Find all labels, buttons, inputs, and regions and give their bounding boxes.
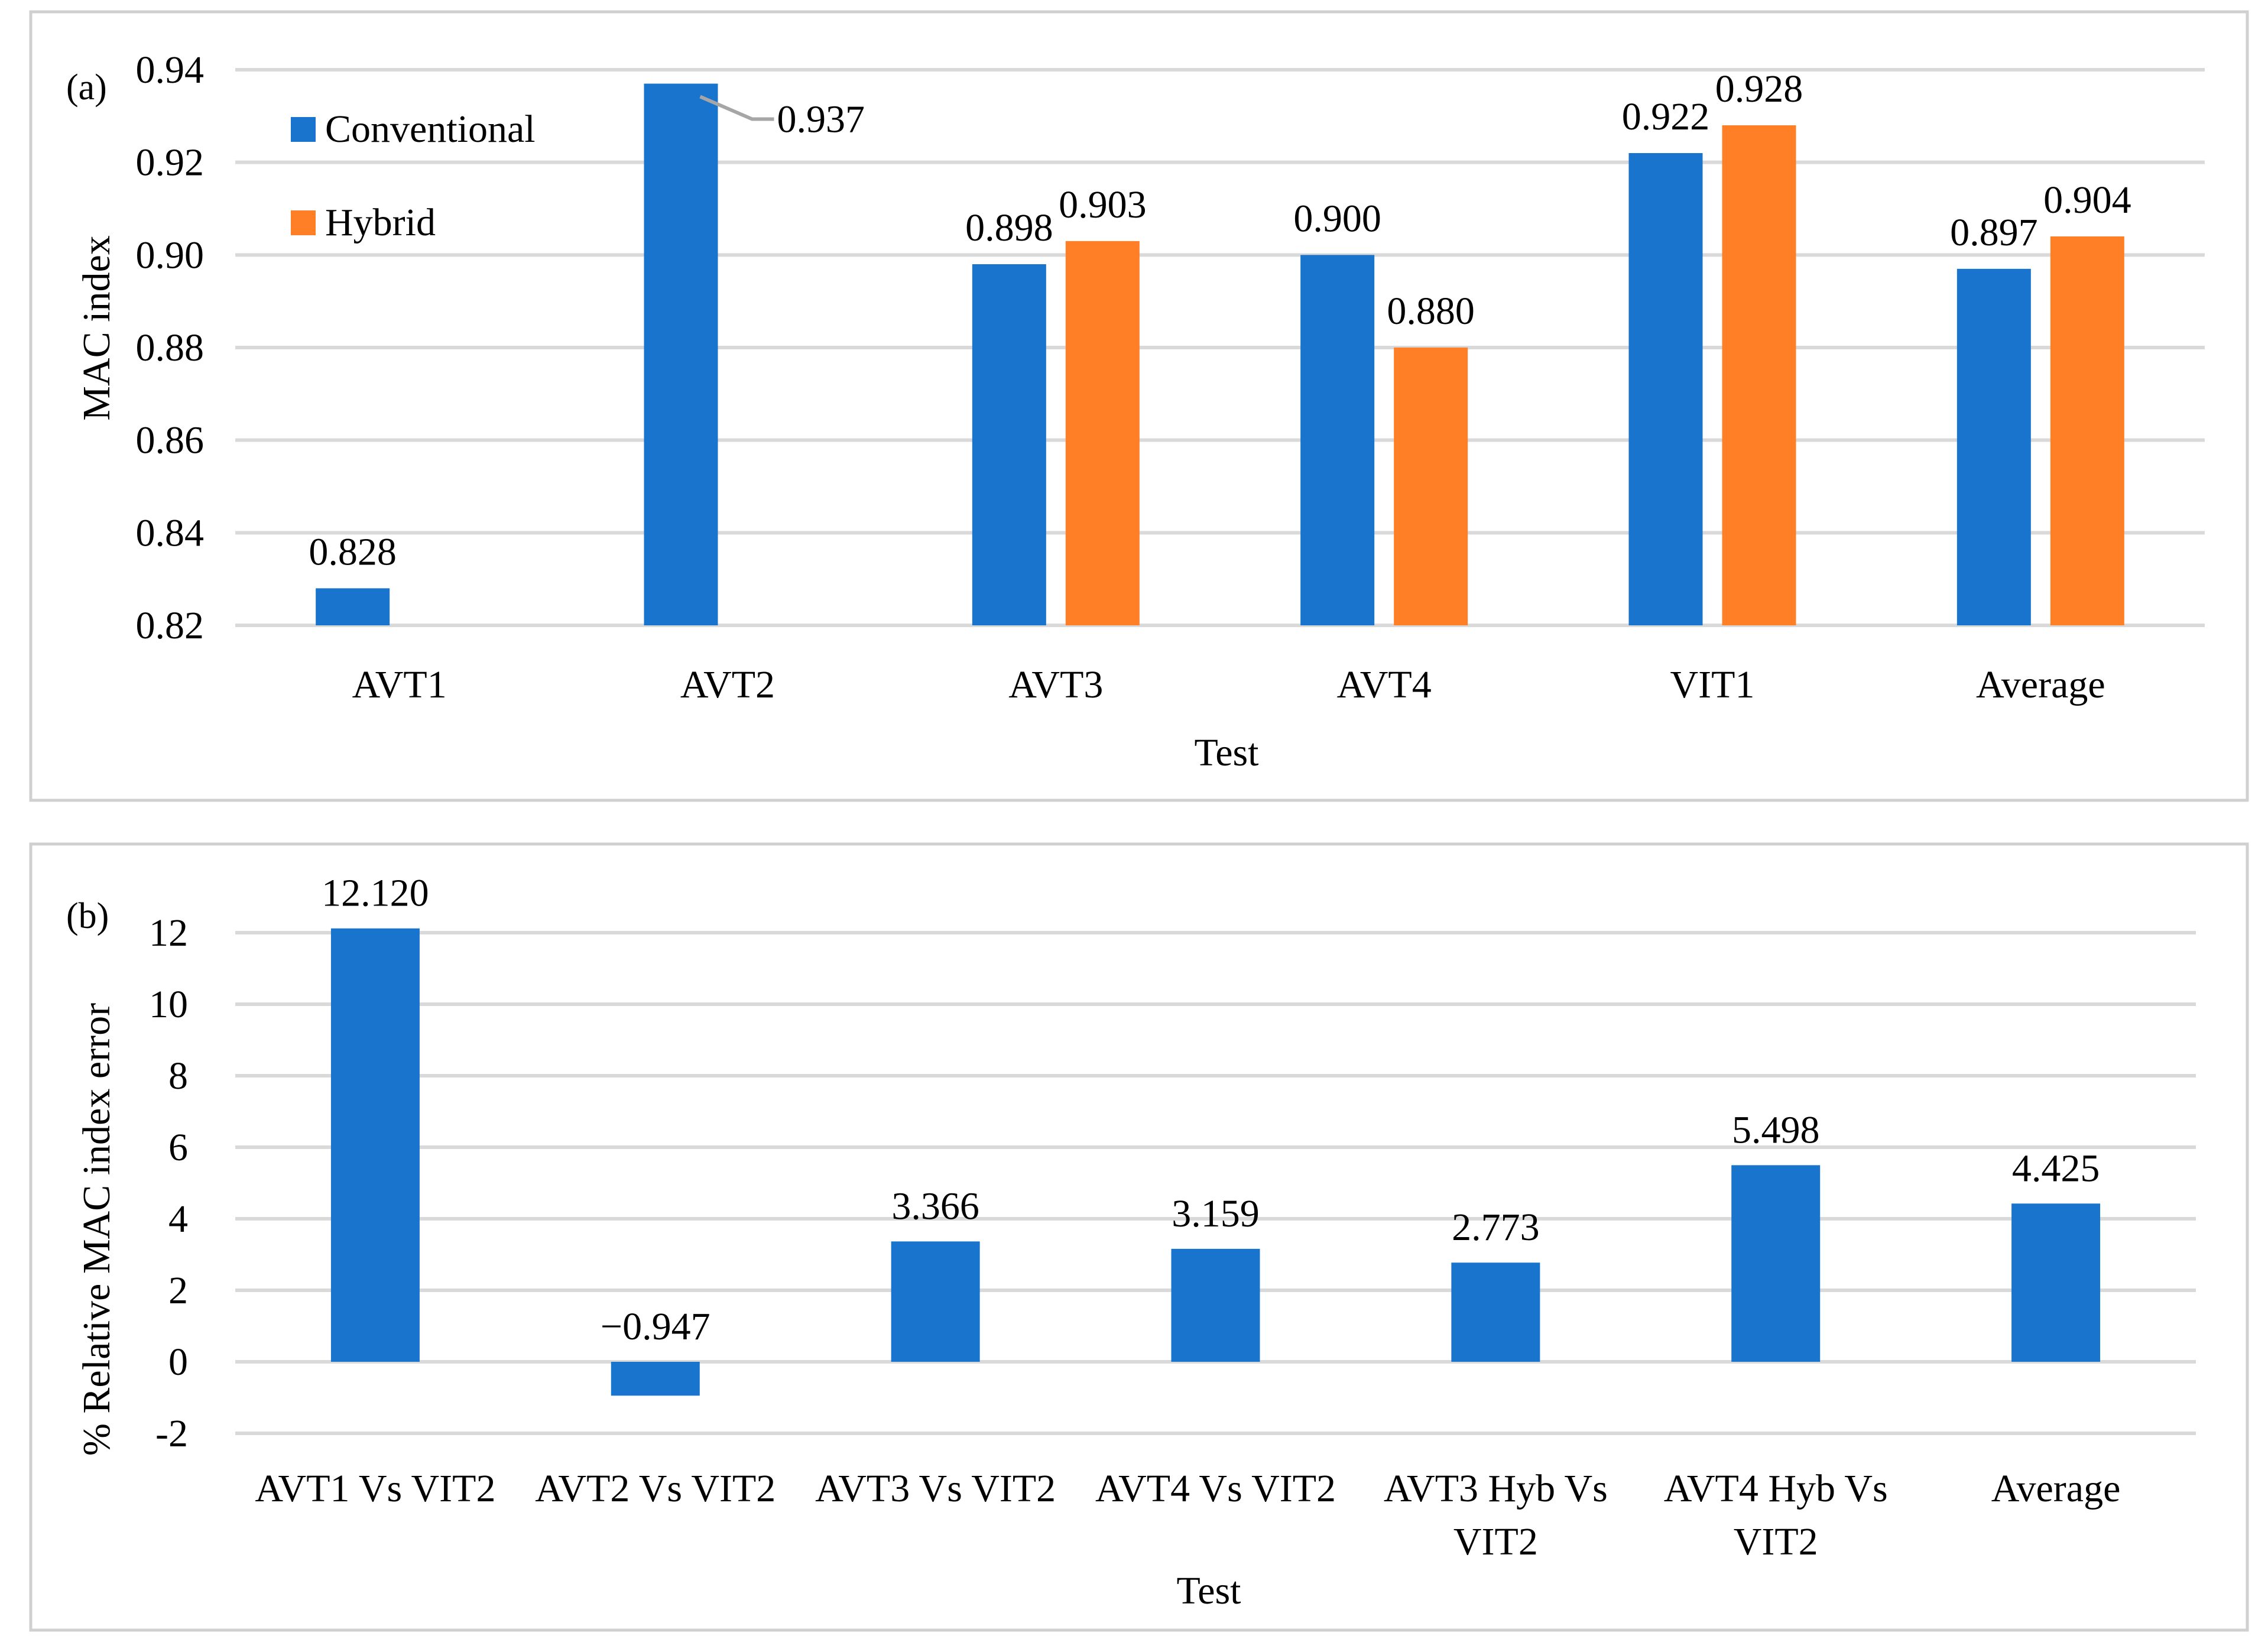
panel-a-y-tick-label: 0.88 — [136, 326, 205, 369]
panel-b-y-tick-label: 12 — [149, 911, 188, 955]
panel-b-y-tick-label: 6 — [168, 1126, 188, 1169]
panel-b-data-label: −0.947 — [601, 1305, 710, 1348]
panel-a-data-label: 0.898 — [965, 206, 1053, 249]
panel-b-tag: (b) — [66, 896, 109, 936]
panel-a-plot: 0.82 0.84 0.86 0.88 0.90 0.92 0.94 AVT1 0.828 AVT… — [136, 48, 2205, 706]
panel-a-y-tick-label: 0.92 — [136, 141, 205, 184]
panel-a-bar-conventional — [1956, 268, 2031, 625]
panel-b-x-tick-label: AVT4 Vs VIT2 — [1095, 1467, 1336, 1510]
panel-a-data-label: 0.880 — [1387, 290, 1475, 333]
panel-b-x-tick-label: VIT2 — [1453, 1520, 1538, 1563]
panel-a-leader-line — [699, 95, 774, 121]
panel-a-y-axis-title: MAC index — [75, 235, 118, 421]
panel-a-x-tick-label: AVT1 — [352, 663, 447, 706]
panel-b-y-tick-label: 4 — [168, 1197, 188, 1241]
panel-a-bar-conventional — [644, 83, 718, 625]
panel-a-x-tick-label: AVT4 — [1337, 663, 1432, 706]
panel-a-bar-hybrid — [1722, 125, 1796, 625]
legend-label-hybrid: Hybrid — [325, 201, 436, 244]
panel-a-data-label: 0.828 — [309, 530, 397, 573]
panel-b-data-label: 12.120 — [322, 872, 429, 915]
panel-b-data-label: 4.425 — [2012, 1147, 2100, 1190]
panel-a-data-label: 0.904 — [2043, 178, 2131, 222]
panel-a-data-label: 0.922 — [1622, 95, 1710, 138]
panel-b-data-label: 3.366 — [891, 1184, 979, 1228]
panel-b-x-tick-label: AVT3 Vs VIT2 — [815, 1467, 1056, 1510]
panel-b-bar — [2011, 1203, 2101, 1362]
panel-b-y-tick-label: 2 — [168, 1269, 188, 1312]
panel-a-legend: Conventional Hybrid — [291, 108, 536, 244]
panel-a-x-tick-label: VIT1 — [1670, 663, 1755, 706]
panel-b-y-tick-label: -2 — [155, 1412, 188, 1455]
panel-a-data-label: 0.897 — [1950, 211, 2038, 254]
panel-b-plot: -2 0 2 4 6 8 10 12 AVT1 Vs VIT2 12.120 AVT2 Vs VIT… — [149, 872, 2196, 1563]
panel-a-y-tick-label: 0.82 — [136, 604, 205, 647]
panel-b-x-tick-label: VIT2 — [1734, 1520, 1818, 1563]
panel-a-data-label: 0.928 — [1715, 67, 1803, 111]
legend-swatch-conventional — [291, 117, 316, 142]
panel-a-bar-conventional — [972, 264, 1046, 625]
panel-a-y-tick-label: 0.86 — [136, 419, 205, 462]
panel-a-bar-hybrid — [1394, 348, 1468, 625]
panel-b-data-label: 5.498 — [1732, 1108, 1820, 1151]
panel-a-y-tick-label: 0.84 — [136, 511, 205, 554]
panel-a-bar-conventional — [1300, 255, 1375, 625]
panel-a-y-tick-label: 0.94 — [136, 48, 205, 92]
panel-b-bar — [1731, 1165, 1821, 1362]
panel-a-bar-conventional — [316, 588, 390, 625]
panel-b-x-tick-label: AVT1 Vs VIT2 — [255, 1467, 495, 1510]
panel-b-x-tick-label: AVT2 Vs VIT2 — [535, 1467, 776, 1510]
panel-b-y-axis-title: % Relative MAC index error — [75, 1003, 118, 1456]
legend-swatch-hybrid — [291, 210, 316, 235]
panel-b-x-axis-title: Test — [1176, 1569, 1241, 1612]
panel-a-data-label: 0.937 — [777, 98, 865, 141]
panel-b-bar — [330, 928, 420, 1362]
panel-b-y-tick-label: 10 — [149, 983, 188, 1026]
panel-b-bar — [891, 1241, 980, 1362]
panel-b-bar — [611, 1362, 700, 1396]
panel-a-bar-hybrid — [2050, 236, 2124, 625]
panel-a-bar-hybrid — [1065, 241, 1140, 625]
panel-b-x-tick-label: AVT3 Hyb Vs — [1384, 1467, 1608, 1510]
legend-label-conventional: Conventional — [325, 108, 536, 151]
panel-a-bar-conventional — [1628, 153, 1703, 625]
panel-a-y-tick-label: 0.90 — [136, 233, 205, 277]
panel-b-data-label: 2.773 — [1452, 1206, 1540, 1249]
panel-a-data-label: 0.903 — [1059, 183, 1147, 226]
panel-b-y-tick-label: 0 — [168, 1341, 188, 1384]
panel-a-x-tick-label: Average — [1976, 663, 2105, 706]
panel-a-tag: (a) — [66, 67, 107, 108]
panel-a-x-tick-label: AVT3 — [1008, 663, 1103, 706]
panel-a-x-axis-title: Test — [1194, 731, 1258, 774]
panel-b-bar — [1171, 1248, 1260, 1362]
panel-a-data-label: 0.900 — [1293, 197, 1381, 240]
panel-b-data-label: 3.159 — [1172, 1192, 1260, 1235]
panel-b-bar — [1451, 1262, 1540, 1362]
panel-a-x-tick-label: AVT2 — [680, 663, 775, 706]
panel-b-x-tick-label: Average — [1991, 1467, 2121, 1510]
panel-b-x-tick-label: AVT4 Hyb Vs — [1664, 1467, 1888, 1510]
panel-b-y-tick-label: 8 — [168, 1054, 188, 1098]
